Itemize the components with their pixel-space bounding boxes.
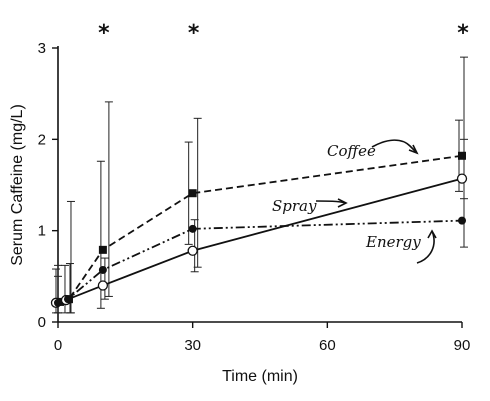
coffee-point xyxy=(98,245,107,254)
coffee-label-arrowhead xyxy=(408,144,419,155)
energy-point xyxy=(188,224,197,233)
y-tick-label: 3 xyxy=(38,40,46,57)
spray-label-arrowhead xyxy=(337,198,348,208)
x-axis-title: Time (min) xyxy=(222,368,298,385)
annotations: * * * Coffee Spray Energy xyxy=(98,21,469,264)
energy-point xyxy=(54,298,62,307)
series-markers xyxy=(50,151,468,308)
y-tick-label: 0 xyxy=(38,314,46,331)
x-tick-label: 30 xyxy=(184,337,201,354)
y-axis-title: Serum Caffeine (mg/L) xyxy=(9,104,26,266)
error-bars xyxy=(52,56,468,314)
coffee-point xyxy=(458,151,466,160)
coffee-series-line xyxy=(59,154,463,303)
significance-star: * xyxy=(457,21,469,46)
x-tick-label: 60 xyxy=(319,337,336,354)
significance-star: * xyxy=(98,21,110,46)
significance-star: * xyxy=(188,21,200,46)
coffee-series-label: Coffee xyxy=(327,142,376,160)
x-tick-label: 90 xyxy=(454,337,471,354)
y-tick-label: 1 xyxy=(38,223,46,240)
energy-series-label: Energy xyxy=(365,233,421,251)
spray-series-label: Spray xyxy=(272,197,317,215)
energy-point xyxy=(98,265,107,274)
x-tick-label: 0 xyxy=(54,337,62,354)
spray-point xyxy=(97,280,109,291)
energy-point xyxy=(458,216,466,225)
y-tick-label: 2 xyxy=(38,131,46,148)
energy-label-arrowhead xyxy=(427,229,437,239)
series-lines xyxy=(55,154,463,304)
spray-point xyxy=(187,245,198,256)
energy-label-arrow xyxy=(416,230,435,264)
coffee-point xyxy=(188,189,197,198)
energy-point xyxy=(63,295,72,304)
spray-point xyxy=(456,173,468,184)
